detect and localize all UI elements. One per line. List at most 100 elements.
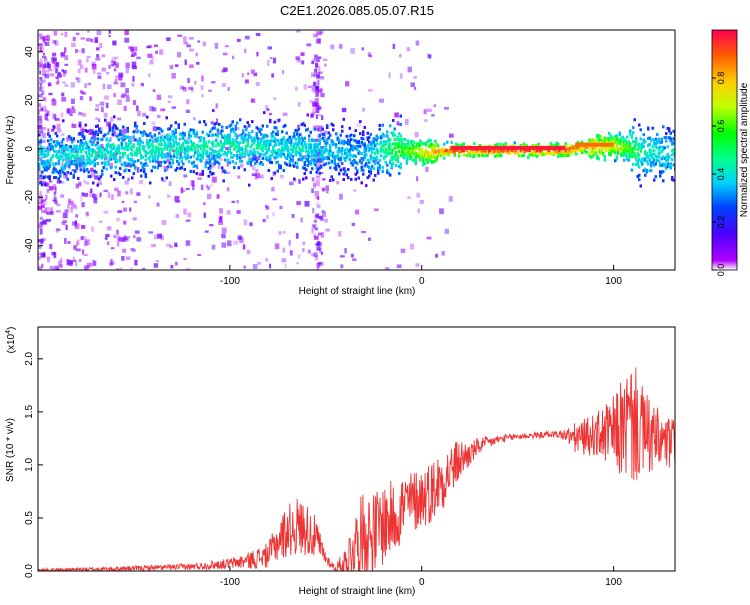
spectrogram-cell bbox=[129, 152, 132, 156]
spectrogram-cell bbox=[314, 154, 317, 158]
spectrogram-cell bbox=[299, 140, 302, 144]
spectrogram-cell bbox=[576, 148, 579, 151]
spectrogram-cell bbox=[135, 153, 138, 157]
spectrogram-noise-cell bbox=[63, 173, 68, 179]
spectrogram-cell bbox=[39, 138, 42, 142]
spectrogram-cell bbox=[155, 160, 158, 164]
spectrogram-cell bbox=[303, 166, 306, 170]
spectrogram-cell bbox=[666, 158, 669, 162]
spectrogram-cell bbox=[153, 133, 156, 137]
spectrogram-cell bbox=[83, 161, 86, 165]
spectrogram-noise-cell bbox=[54, 187, 57, 194]
spectrogram-cell bbox=[414, 154, 417, 158]
spectrogram-noise-cell bbox=[244, 79, 249, 84]
spectrogram-cell bbox=[348, 126, 351, 130]
spectrogram-cell bbox=[618, 141, 621, 145]
spectrogram-cell bbox=[648, 169, 651, 173]
spectrogram-noise-cell bbox=[115, 62, 120, 69]
spectrogram-cell bbox=[270, 153, 273, 157]
spectrogram-noise-cell bbox=[435, 253, 438, 258]
spectrogram-cell bbox=[192, 128, 195, 132]
spectrogram-cell bbox=[669, 139, 672, 143]
spectrogram-cell bbox=[227, 158, 230, 162]
spectrogram-noise-cell bbox=[86, 262, 91, 268]
spectrogram-cell bbox=[425, 148, 428, 152]
spectrogram-cell bbox=[93, 169, 96, 173]
spectrogram-cell bbox=[110, 166, 113, 170]
snr-frame bbox=[37, 326, 676, 572]
spectrogram-cell bbox=[404, 153, 407, 157]
spectrogram-cell bbox=[242, 138, 245, 142]
spectrogram-cell bbox=[77, 159, 80, 163]
spectrogram-cell bbox=[575, 145, 578, 149]
spectrogram-cell bbox=[56, 155, 59, 159]
spectrogram-cell bbox=[297, 158, 300, 162]
snr-ytick-label: 2.0 bbox=[24, 351, 35, 365]
spectrogram-noise-cell bbox=[317, 106, 322, 110]
spectrogram-noise-cell bbox=[167, 194, 171, 198]
spectrogram-cell bbox=[63, 145, 66, 149]
spectrogram-cell bbox=[372, 139, 375, 143]
spectrogram-cell bbox=[128, 143, 131, 147]
spectrogram-cell bbox=[498, 150, 501, 154]
spectrogram-noise-cell bbox=[124, 180, 129, 185]
spectrogram-cell bbox=[357, 144, 360, 148]
spectrogram-cell bbox=[425, 143, 428, 147]
spectrogram-noise-cell bbox=[93, 197, 98, 204]
spectrogram-noise-cell bbox=[315, 163, 321, 168]
spectrogram-cell bbox=[243, 152, 246, 156]
spectrogram-cell bbox=[665, 132, 668, 136]
spectrogram-cell bbox=[656, 133, 659, 136]
spectrogram-cell bbox=[375, 157, 378, 161]
spectrogram-cell bbox=[656, 159, 659, 163]
spectrogram-noise-cell bbox=[300, 52, 305, 56]
spectrogram-noise-cell bbox=[46, 36, 50, 40]
spectrogram-noise-cell bbox=[307, 85, 312, 88]
spectrogram-cell bbox=[102, 166, 105, 169]
spectrogram-cell bbox=[75, 164, 78, 168]
spectrogram-cell bbox=[144, 175, 147, 179]
spectrogram-cell bbox=[558, 153, 561, 156]
spectrogram-cell bbox=[93, 149, 96, 153]
spectrogram-cell bbox=[99, 145, 102, 149]
spectrogram-noise-cell bbox=[174, 196, 180, 202]
spectrogram-cell bbox=[588, 147, 591, 151]
spectrogram-cell bbox=[164, 143, 167, 147]
spectrogram-cell bbox=[410, 155, 413, 159]
spectrogram-cell bbox=[168, 127, 171, 131]
spectrogram-cell bbox=[197, 155, 200, 159]
spectrogram-cell bbox=[630, 151, 633, 155]
spectrogram-noise-cell bbox=[226, 210, 231, 215]
spectrogram-cell bbox=[80, 141, 83, 145]
spectrogram-cell bbox=[245, 144, 248, 148]
spectrogram-noise-cell bbox=[75, 49, 78, 53]
spectrogram-noise-cell bbox=[216, 194, 220, 199]
spectrogram-cell bbox=[62, 170, 65, 174]
spectrogram-cell bbox=[72, 175, 75, 179]
spectrogram-cell bbox=[164, 153, 167, 157]
spectrogram-cell bbox=[329, 166, 332, 170]
spectrogram-cell bbox=[230, 155, 233, 159]
spectrogram-cell bbox=[239, 141, 242, 145]
spectrogram-cell bbox=[140, 156, 143, 160]
spectrogram-cell bbox=[179, 149, 182, 153]
spectrogram-cell bbox=[38, 133, 41, 137]
spectrogram-noise-cell bbox=[169, 65, 174, 70]
spectrogram-noise-cell bbox=[105, 233, 110, 237]
spectrogram-cell bbox=[384, 154, 387, 158]
spectrogram-noise-cell bbox=[38, 108, 40, 115]
spectrogram-noise-cell bbox=[42, 238, 47, 242]
spectrogram-cell bbox=[281, 152, 284, 156]
spectrogram-cell bbox=[413, 158, 416, 162]
spectrogram-cell bbox=[353, 138, 356, 142]
spectrogram-cell bbox=[264, 147, 267, 151]
spectrogram-cell bbox=[389, 173, 392, 177]
spectrogram-noise-cell bbox=[75, 32, 80, 35]
spectrogram-noise-cell bbox=[47, 61, 50, 68]
spectrogram-noise-cell bbox=[120, 95, 125, 98]
spectrogram-cell bbox=[614, 151, 617, 155]
spectrogram-cell bbox=[299, 152, 302, 156]
spectrogram-cell bbox=[260, 152, 263, 156]
spectrogram-noise-cell bbox=[119, 267, 123, 270]
spectrogram-cell bbox=[176, 166, 179, 170]
